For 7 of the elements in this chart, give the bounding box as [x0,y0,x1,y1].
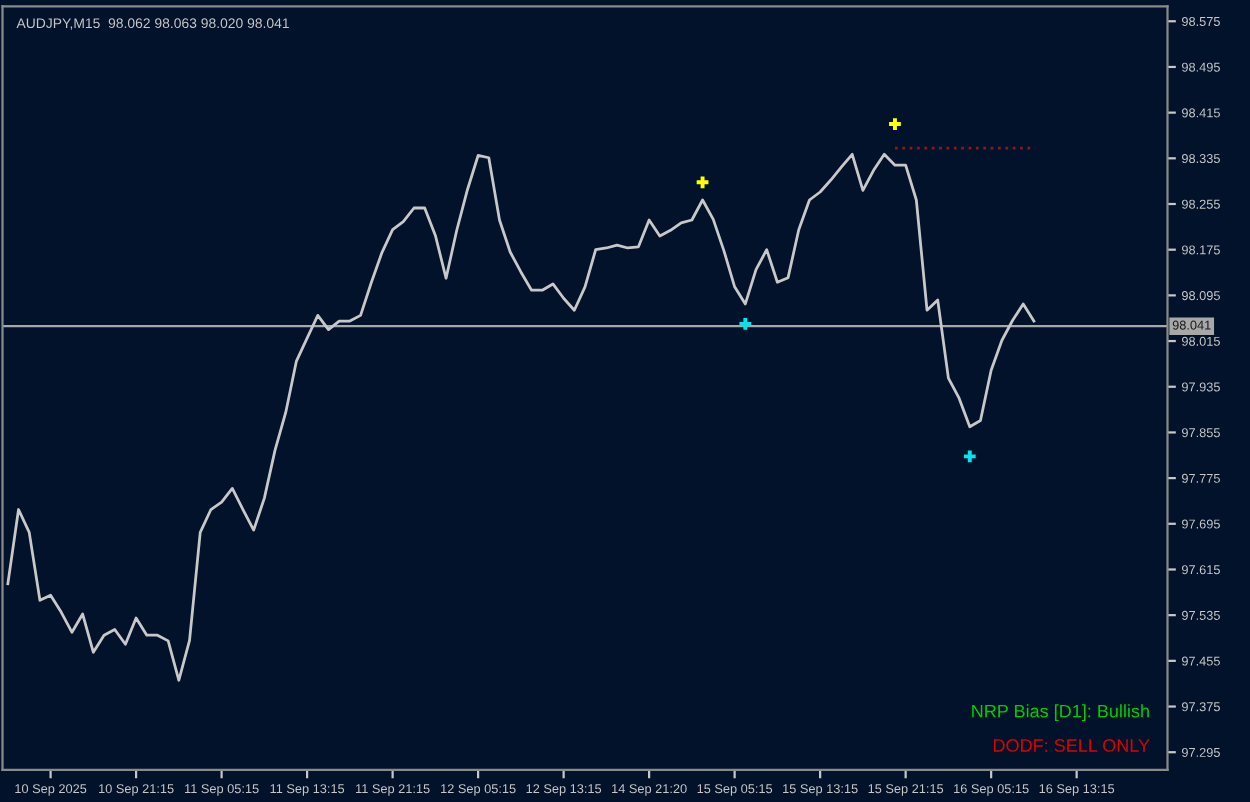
line-series [6,152,1036,682]
annotation: NRP Bias [D1]: Bullish [972,704,1149,722]
point [889,118,901,130]
point [696,176,709,189]
point [739,318,752,330]
annotation: DODF: SELL ONLY [993,739,1150,752]
point [963,450,976,463]
